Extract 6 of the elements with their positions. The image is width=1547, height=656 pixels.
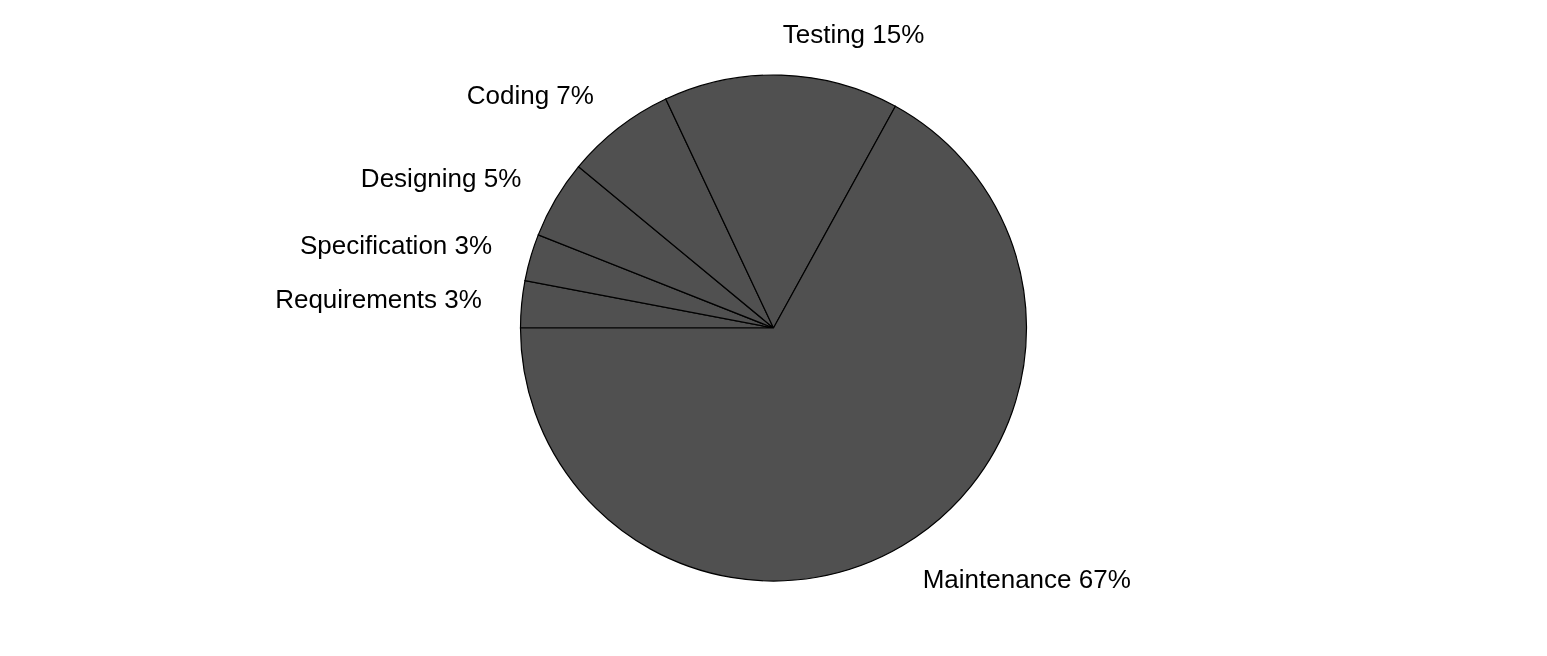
slice-label: Testing 15% (782, 19, 925, 50)
slice-label: Requirements 3% (275, 284, 482, 315)
slice-label: Specification 3% (299, 230, 493, 261)
slice-label: Maintenance 67% (922, 564, 1131, 595)
slice-label: Designing 5% (360, 162, 522, 193)
slice-label: Coding 7% (466, 80, 594, 111)
